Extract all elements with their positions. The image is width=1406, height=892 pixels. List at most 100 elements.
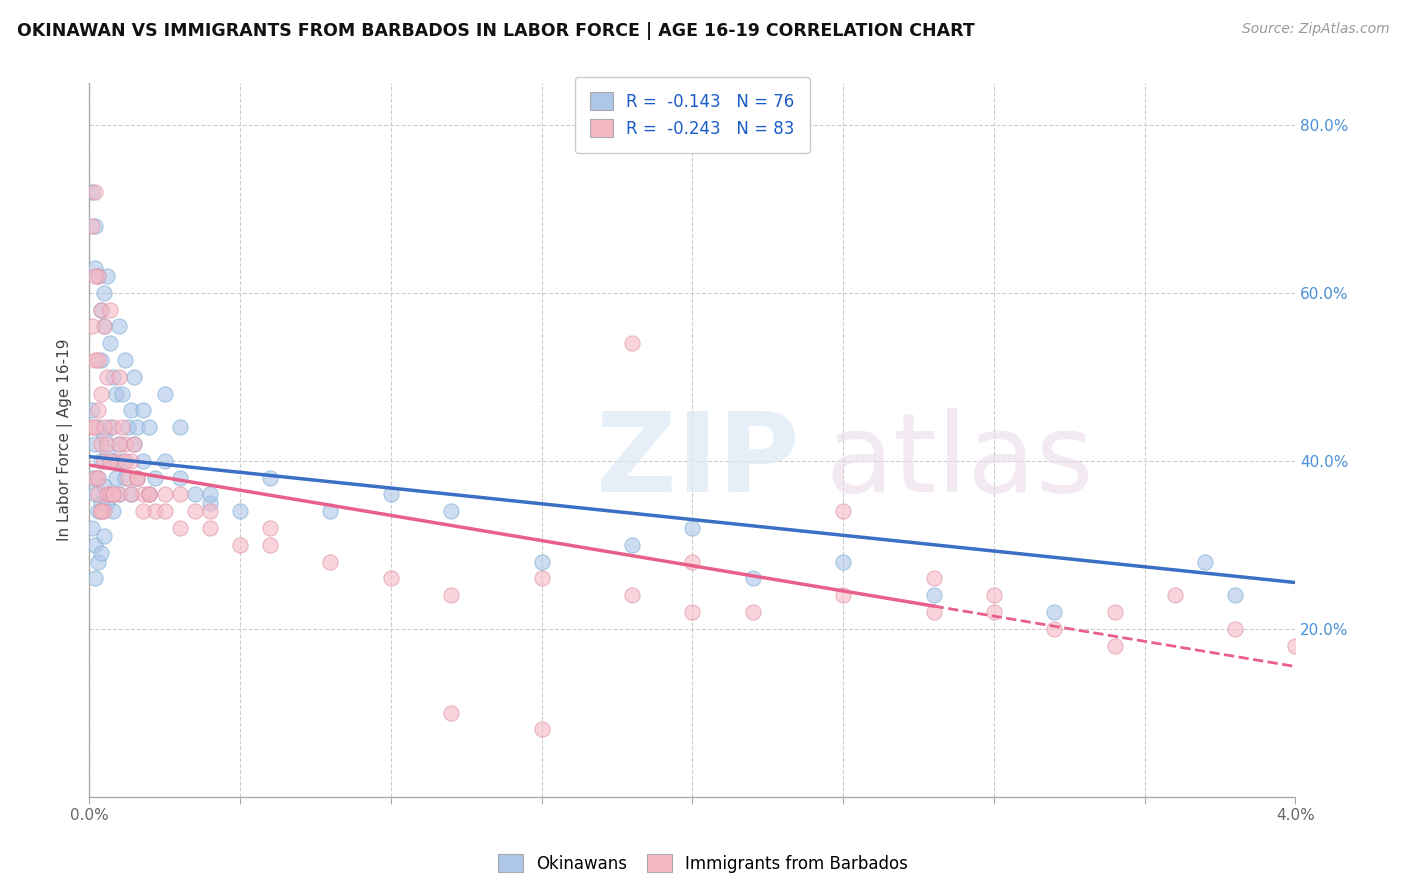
- Point: [530, 571, 553, 585]
- Point: [103, 454, 125, 468]
- Point: [96, 369, 118, 384]
- Point: [120, 403, 142, 417]
- Point: [127, 470, 149, 484]
- Point: [87, 504, 110, 518]
- Point: [82, 420, 104, 434]
- Point: [120, 487, 142, 501]
- Point: [105, 470, 128, 484]
- Point: [114, 437, 136, 451]
- Point: [922, 571, 945, 585]
- Y-axis label: In Labor Force | Age 16-19: In Labor Force | Age 16-19: [58, 338, 73, 541]
- Point: [145, 504, 167, 518]
- Point: [84, 268, 107, 283]
- Point: [132, 454, 155, 468]
- Point: [87, 353, 110, 368]
- Point: [87, 268, 110, 283]
- Point: [530, 555, 553, 569]
- Point: [84, 470, 107, 484]
- Point: [90, 353, 112, 368]
- Point: [132, 504, 155, 518]
- Point: [741, 605, 763, 619]
- Point: [93, 420, 115, 434]
- Point: [93, 285, 115, 300]
- Point: [82, 403, 104, 417]
- Point: [124, 369, 146, 384]
- Point: [108, 369, 131, 384]
- Text: ZIP: ZIP: [596, 408, 799, 515]
- Point: [259, 538, 281, 552]
- Point: [114, 353, 136, 368]
- Point: [98, 420, 121, 434]
- Point: [1223, 588, 1246, 602]
- Point: [117, 470, 139, 484]
- Point: [90, 302, 112, 317]
- Point: [84, 538, 107, 552]
- Point: [84, 219, 107, 233]
- Point: [103, 487, 125, 501]
- Point: [440, 588, 463, 602]
- Point: [93, 428, 115, 442]
- Point: [87, 555, 110, 569]
- Point: [259, 521, 281, 535]
- Point: [114, 454, 136, 468]
- Point: [153, 454, 176, 468]
- Point: [198, 487, 221, 501]
- Point: [741, 571, 763, 585]
- Point: [84, 260, 107, 275]
- Point: [681, 555, 703, 569]
- Point: [138, 420, 160, 434]
- Point: [90, 546, 112, 560]
- Point: [105, 454, 128, 468]
- Point: [90, 504, 112, 518]
- Point: [530, 723, 553, 737]
- Point: [90, 496, 112, 510]
- Point: [103, 504, 125, 518]
- Point: [96, 445, 118, 459]
- Point: [832, 555, 855, 569]
- Point: [120, 454, 142, 468]
- Point: [108, 437, 131, 451]
- Point: [183, 504, 205, 518]
- Point: [319, 555, 342, 569]
- Point: [1194, 555, 1216, 569]
- Point: [138, 487, 160, 501]
- Point: [440, 706, 463, 720]
- Point: [1104, 639, 1126, 653]
- Point: [117, 420, 139, 434]
- Point: [93, 454, 115, 468]
- Point: [922, 605, 945, 619]
- Point: [87, 403, 110, 417]
- Point: [124, 437, 146, 451]
- Point: [169, 470, 191, 484]
- Text: OKINAWAN VS IMMIGRANTS FROM BARBADOS IN LABOR FORCE | AGE 16-19 CORRELATION CHAR: OKINAWAN VS IMMIGRANTS FROM BARBADOS IN …: [17, 22, 974, 40]
- Point: [96, 487, 118, 501]
- Point: [380, 487, 402, 501]
- Point: [832, 504, 855, 518]
- Point: [922, 588, 945, 602]
- Point: [127, 470, 149, 484]
- Point: [1104, 605, 1126, 619]
- Legend: R =  -0.143   N = 76, R =  -0.243   N = 83: R = -0.143 N = 76, R = -0.243 N = 83: [575, 77, 810, 153]
- Point: [93, 479, 115, 493]
- Point: [183, 487, 205, 501]
- Point: [93, 529, 115, 543]
- Point: [84, 185, 107, 199]
- Text: atlas: atlas: [825, 408, 1094, 515]
- Point: [84, 353, 107, 368]
- Point: [98, 336, 121, 351]
- Point: [111, 454, 134, 468]
- Point: [1223, 622, 1246, 636]
- Point: [198, 521, 221, 535]
- Point: [108, 319, 131, 334]
- Point: [103, 487, 125, 501]
- Point: [82, 319, 104, 334]
- Point: [111, 386, 134, 401]
- Point: [153, 386, 176, 401]
- Point: [98, 302, 121, 317]
- Point: [105, 386, 128, 401]
- Point: [87, 420, 110, 434]
- Point: [108, 437, 131, 451]
- Point: [169, 487, 191, 501]
- Point: [153, 504, 176, 518]
- Point: [108, 487, 131, 501]
